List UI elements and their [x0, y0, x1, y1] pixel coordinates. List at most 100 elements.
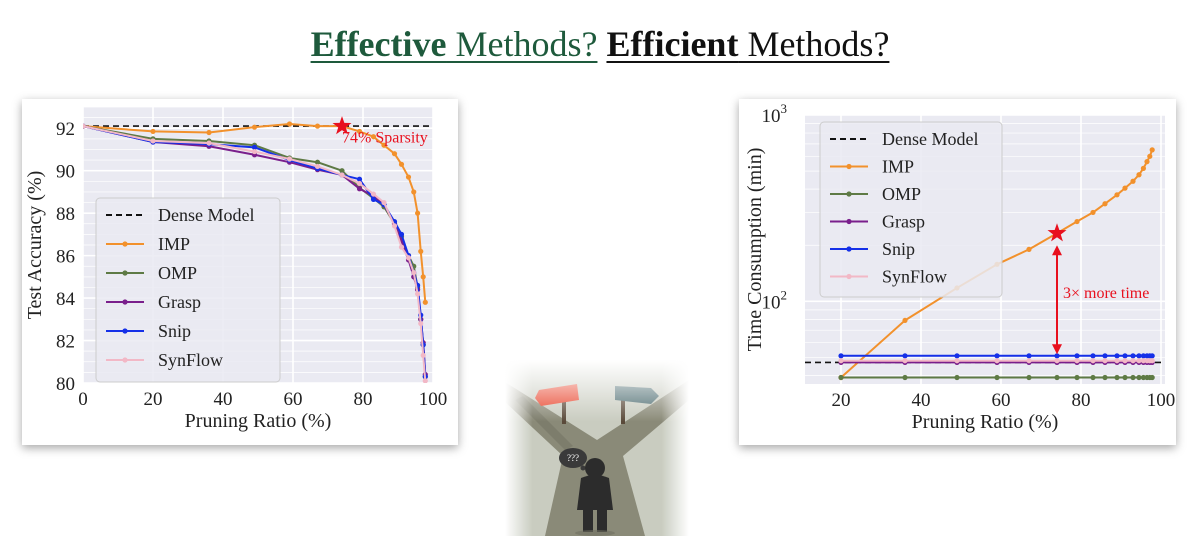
- data-point-omp: [1149, 374, 1155, 381]
- data-point-synflow: [405, 255, 412, 261]
- x-tick-label: 20: [832, 390, 851, 411]
- x-axis-label: Pruning Ratio (%): [185, 410, 332, 432]
- data-point-imp: [391, 151, 398, 157]
- data-point-imp: [902, 317, 908, 324]
- legend-label-synflow: SynFlow: [158, 350, 223, 370]
- legend-marker-imp: [122, 241, 128, 247]
- legend-label-imp: IMP: [882, 157, 914, 177]
- data-point-synflow: [370, 191, 377, 197]
- headline-effective: Effective Methods?: [310, 24, 598, 64]
- data-point-snip: [1090, 353, 1096, 359]
- data-point-snip: [838, 353, 844, 359]
- data-point-snip: [1122, 353, 1128, 359]
- data-point-snip: [1136, 353, 1142, 359]
- legend-marker-snip: [846, 246, 852, 252]
- data-point-omp: [1026, 374, 1032, 381]
- legend-marker-synflow: [846, 273, 852, 280]
- legend-marker-grasp: [846, 218, 852, 225]
- legend-label-imp: IMP: [158, 234, 190, 254]
- data-point-imp: [150, 128, 156, 135]
- data-point-omp: [339, 168, 345, 174]
- data-point-synflow: [150, 138, 156, 144]
- legend-marker-synflow: [122, 357, 128, 363]
- data-point-snip: [1026, 353, 1032, 359]
- data-point-imp: [1074, 218, 1080, 225]
- y-tick-label: 82: [56, 332, 75, 353]
- data-point-omp: [994, 374, 1000, 381]
- data-point-snip: [1149, 353, 1155, 359]
- headline: Effective Methods? Efficient Methods?: [0, 20, 1200, 68]
- crossroads-illustration: ???: [505, 360, 689, 536]
- data-point-snip: [1140, 353, 1146, 359]
- data-point-omp: [1130, 374, 1136, 381]
- data-point-imp: [370, 134, 377, 140]
- data-point-imp: [356, 128, 363, 135]
- data-point-omp: [1114, 374, 1120, 381]
- data-point-grasp: [356, 186, 363, 192]
- annotation-label: 3× more time: [1063, 285, 1149, 302]
- data-point-imp: [314, 123, 321, 129]
- data-point-omp: [1122, 374, 1128, 381]
- y-tick-label: 84: [56, 289, 76, 310]
- data-point-synflow: [251, 148, 258, 155]
- series-line-snip: [83, 125, 427, 377]
- data-point-omp: [954, 374, 960, 381]
- x-tick-label: 40: [912, 390, 931, 411]
- data-point-imp: [420, 274, 426, 280]
- data-point-imp: [1102, 201, 1108, 207]
- data-point-synflow: [314, 163, 321, 170]
- data-point-synflow: [398, 244, 405, 250]
- series-group: [83, 121, 433, 383]
- data-point-imp: [1114, 192, 1120, 198]
- data-point-synflow: [286, 156, 293, 162]
- data-point-synflow: [339, 172, 345, 178]
- legend: Dense Model IMP OMP Grasp Snip SynFlow: [819, 121, 1003, 298]
- data-point-synflow: [994, 358, 1000, 364]
- data-point-synflow: [1114, 358, 1120, 364]
- y-axis-label: Time Consumption (min): [744, 148, 766, 352]
- y-tick-label: 88: [56, 204, 75, 225]
- data-point-snip: [1114, 353, 1120, 359]
- y-axis-label: Test Accuracy (%): [24, 171, 46, 320]
- data-point-omp: [1140, 374, 1146, 381]
- data-point-snip: [356, 176, 363, 182]
- data-point-synflow: [1122, 358, 1128, 364]
- x-tick-label: 80: [1072, 390, 1091, 411]
- data-point-omp: [1090, 374, 1096, 381]
- star-marker: [332, 116, 352, 135]
- headline-efficient: Efficient Methods?: [606, 24, 890, 64]
- legend-label-grasp: Grasp: [882, 212, 925, 232]
- legend-marker-imp: [846, 163, 852, 170]
- legend-label-snip: Snip: [882, 239, 915, 259]
- data-point-synflow: [418, 320, 424, 327]
- data-point-synflow: [1074, 358, 1080, 364]
- data-point-synflow: [206, 140, 212, 146]
- data-point-imp: [411, 189, 417, 195]
- data-point-synflow: [902, 358, 908, 364]
- data-point-imp: [251, 124, 258, 130]
- data-point-synflow: [411, 270, 417, 276]
- series-line-imp: [83, 122, 427, 303]
- data-point-synflow: [1136, 358, 1142, 364]
- data-point-synflow: [422, 378, 428, 383]
- data-point-imp: [1122, 185, 1128, 191]
- data-point-synflow: [1090, 358, 1096, 364]
- arrow-head-up: [1052, 245, 1062, 256]
- annotation-label: 74% Sparsity: [342, 130, 428, 147]
- data-point-imp: [206, 129, 212, 136]
- legend-label-snip: Snip: [158, 321, 191, 341]
- y-tick-label: 102: [762, 287, 788, 313]
- legend-label-omp: OMP: [158, 263, 197, 283]
- data-point-snip: [1102, 353, 1108, 359]
- x-tick-label: 60: [992, 390, 1011, 411]
- data-point-omp: [838, 374, 844, 381]
- legend-label-omp: OMP: [882, 184, 921, 204]
- data-point-imp: [1136, 172, 1142, 178]
- x-tick-label: 100: [419, 389, 448, 410]
- data-point-imp: [1090, 209, 1096, 216]
- data-point-imp: [1144, 159, 1150, 165]
- data-point-synflow: [954, 358, 960, 364]
- x-tick-label: 0: [78, 389, 88, 410]
- accuracy-chart-card: 74% Sparsity 0 20 40 60 80 100 80 82 84 86 88 90 92 Pr…: [22, 99, 458, 445]
